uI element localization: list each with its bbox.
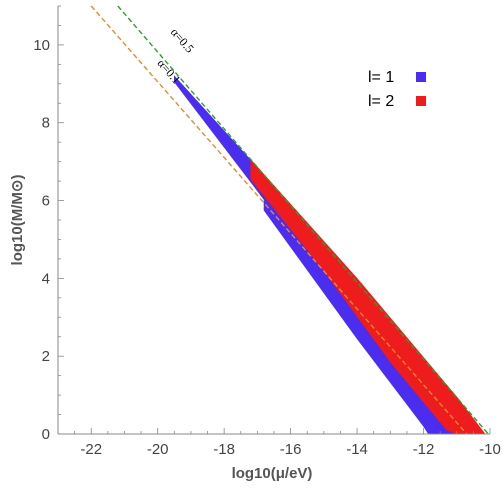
reference-line-1 (117, 5, 489, 435)
x-tick-label: -22 (80, 441, 102, 458)
y-tick-label: 4 (42, 270, 50, 287)
y-tick-label: 6 (42, 193, 50, 210)
series-2-band-1 (250, 158, 486, 435)
ticks-layer: -22 -20 -18 -16 -14 -12 -10 0 2 4 6 8 10 (33, 5, 501, 458)
legend-label: l= 1 (368, 69, 394, 86)
y-axis-label: log10(M/M⊙) (9, 175, 26, 266)
y-tick-label: 0 (42, 426, 50, 443)
series-layer (174, 75, 486, 435)
y-tick-label: 10 (33, 37, 50, 54)
reference-lines-layer (90, 5, 489, 435)
x-tick-label: -18 (213, 441, 235, 458)
y-tick-label: 8 (42, 115, 50, 132)
legend-swatch (416, 96, 426, 106)
series-1-band-2 (263, 199, 443, 435)
x-tick-label: -10 (479, 441, 501, 458)
legend-swatch (416, 72, 426, 82)
x-tick-label: -20 (147, 441, 169, 458)
legend: l= 1 l= 2 (368, 69, 426, 110)
reference-line-label: α=0.5 (168, 25, 197, 55)
x-tick-label: -12 (413, 441, 435, 458)
x-axis-label: log10(μ/eV) (232, 465, 313, 482)
y-tick-label: 2 (42, 348, 50, 365)
legend-label: l= 2 (368, 93, 394, 110)
x-tick-label: -14 (346, 441, 368, 458)
reference-line-2 (90, 5, 468, 435)
x-tick-label: -16 (280, 441, 302, 458)
